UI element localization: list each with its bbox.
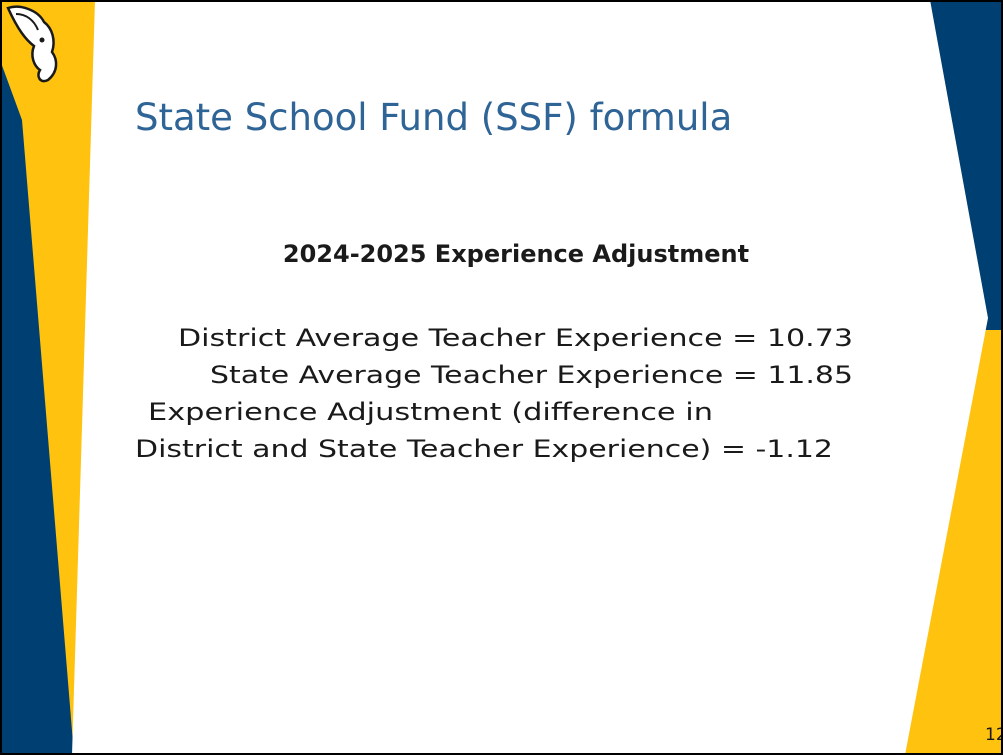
right-blue-band <box>930 0 1003 330</box>
left-blue-band <box>0 60 74 755</box>
body-line: District and State Teacher Experience) =… <box>135 435 833 463</box>
logo <box>6 5 58 83</box>
content-area <box>72 0 988 755</box>
body-line: State Average Teacher Experience = 11.85 <box>210 361 853 389</box>
body-line: District Average Teacher Experience = 10… <box>178 324 853 352</box>
slide-title: State School Fund (SSF) formula <box>135 96 732 139</box>
body-line: Experience Adjustment (difference in <box>148 398 713 426</box>
page-number: 12 <box>985 725 1003 745</box>
subtitle: 2024-2025 Experience Adjustment <box>283 240 749 268</box>
